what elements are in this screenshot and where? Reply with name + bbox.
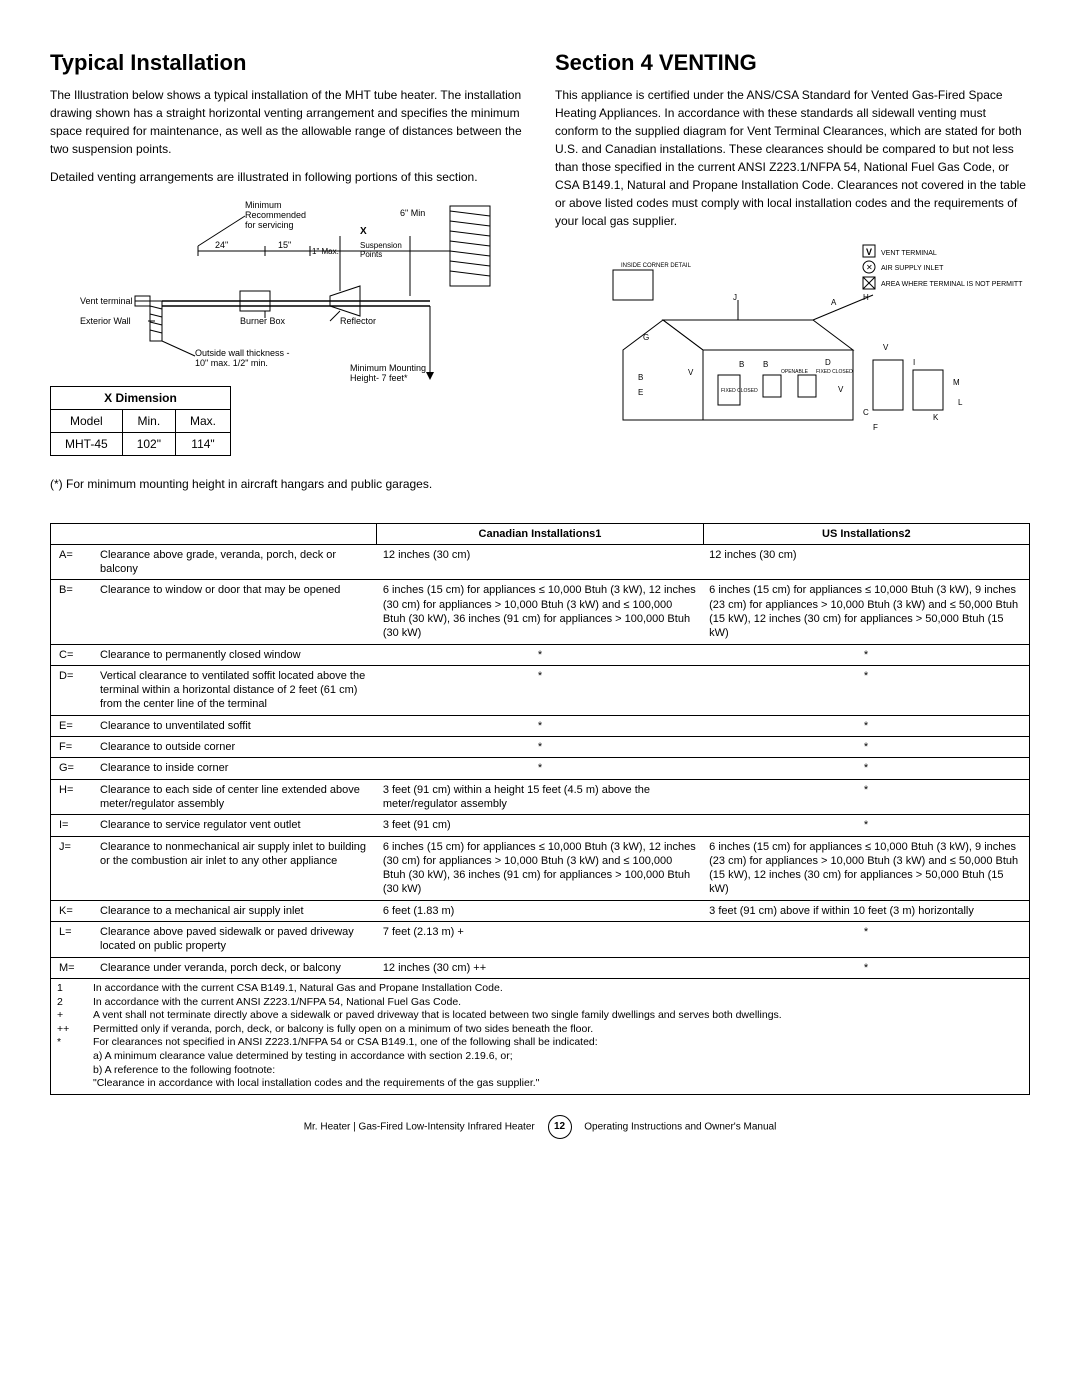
svg-text:L: L (958, 398, 963, 407)
svg-text:INSIDE CORNER DETAIL: INSIDE CORNER DETAIL (621, 263, 692, 269)
svg-text:A: A (831, 298, 837, 307)
mounting-footnote: (*) For minimum mounting height in aircr… (50, 476, 525, 493)
table-row: I=Clearance to service regulator vent ou… (51, 815, 1030, 836)
svg-text:OPENABLE: OPENABLE (781, 369, 809, 375)
x-dimension-table: X Dimension Model Min. Max. MHT-45 102" … (50, 386, 231, 456)
label-min-mount1: Minimum Mounting (350, 363, 426, 373)
label-24: 24" (215, 240, 228, 250)
label-six-min: 6" Min (400, 208, 425, 218)
svg-text:B: B (763, 360, 768, 369)
svg-text:VENT TERMINAL: VENT TERMINAL (881, 250, 937, 257)
page-footer: Mr. Heater | Gas-Fired Low-Intensity Inf… (50, 1115, 1030, 1139)
svg-text:B: B (739, 360, 744, 369)
right-column: Section 4 VENTING This appliance is cert… (555, 50, 1030, 503)
left-column: Typical Installation The Illustration be… (50, 50, 525, 503)
svg-text:for servicing: for servicing (245, 220, 294, 230)
label-min-rec: Minimum (245, 200, 282, 210)
svg-text:Recommended: Recommended (245, 210, 306, 220)
svg-text:G: G (643, 333, 649, 342)
svg-text:V: V (838, 385, 844, 394)
svg-text:H: H (863, 293, 869, 302)
svg-text:M: M (953, 378, 960, 387)
table-row: D=Vertical clearance to ventilated soffi… (51, 665, 1030, 715)
typical-install-p2: Detailed venting arrangements are illust… (50, 168, 525, 186)
label-wall-thick1: Outside wall thickness - (195, 348, 290, 358)
svg-text:J: J (733, 293, 737, 302)
table-row: F=Clearance to outside corner** (51, 737, 1030, 758)
table-row: E=Clearance to unventilated soffit** (51, 715, 1030, 736)
svg-text:AIR SUPPLY INLET: AIR SUPPLY INLET (881, 265, 944, 272)
table-row: L=Clearance above paved sidewalk or pave… (51, 922, 1030, 958)
table-row: A=Clearance above grade, veranda, porch,… (51, 544, 1030, 580)
venting-p1: This appliance is certified under the AN… (555, 86, 1030, 230)
svg-text:V: V (866, 247, 872, 257)
table-row: G=Clearance to inside corner** (51, 758, 1030, 779)
svg-text:F: F (873, 423, 878, 432)
page-number: 12 (548, 1115, 572, 1139)
label-susp1: Suspension (360, 241, 402, 250)
table-row: C=Clearance to permanently closed window… (51, 644, 1030, 665)
table-row: J=Clearance to nonmechanical air supply … (51, 836, 1030, 900)
svg-text:V: V (883, 343, 889, 352)
table-row: H=Clearance to each side of center line … (51, 779, 1030, 815)
svg-text:C: C (863, 408, 869, 417)
label-1max: 1" Max. (312, 247, 339, 256)
label-min-mount2: Height- 7 feet* (350, 373, 408, 383)
svg-text:V: V (688, 368, 694, 377)
typical-install-p1: The Illustration below shows a typical i… (50, 86, 525, 158)
label-burner: Burner Box (240, 316, 286, 326)
label-x: X (360, 226, 367, 237)
venting-heading: Section 4 VENTING (555, 50, 1030, 76)
label-vent: Vent terminal (80, 296, 133, 306)
table-row: M=Clearance under veranda, porch deck, o… (51, 957, 1030, 978)
label-susp2: Points (360, 250, 382, 259)
typical-install-heading: Typical Installation (50, 50, 525, 76)
table-row: K=Clearance to a mechanical air supply i… (51, 900, 1030, 921)
installation-diagram: Minimum Recommended for servicing 6" Min… (50, 196, 525, 456)
table-row: B=Clearance to window or door that may b… (51, 580, 1030, 644)
svg-text:✕: ✕ (866, 263, 873, 272)
svg-text:K: K (933, 413, 939, 422)
clearance-table: Canadian Installations1 US Installations… (50, 523, 1030, 1095)
house-diagram: V VENT TERMINAL ✕ AIR SUPPLY INLET AREA … (555, 240, 1030, 463)
svg-text:FIXED CLOSED: FIXED CLOSED (721, 388, 758, 394)
svg-text:B: B (638, 373, 643, 382)
label-15: 15" (278, 240, 291, 250)
label-reflector: Reflector (340, 316, 376, 326)
svg-text:D: D (825, 358, 831, 367)
svg-text:I: I (913, 358, 915, 367)
label-wall-thick2: 10" max. 1/2" min. (195, 358, 268, 368)
svg-text:E: E (638, 388, 643, 397)
svg-text:FIXED CLOSED: FIXED CLOSED (816, 369, 853, 375)
label-ext-wall: Exterior Wall (80, 316, 131, 326)
svg-text:AREA WHERE TERMINAL IS NOT PER: AREA WHERE TERMINAL IS NOT PERMITTED (881, 281, 1023, 288)
